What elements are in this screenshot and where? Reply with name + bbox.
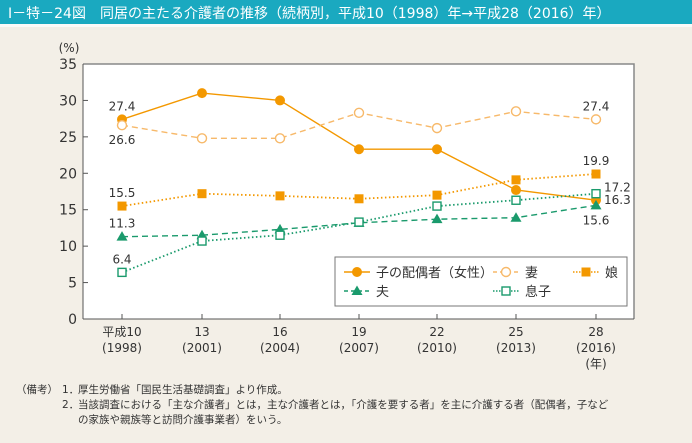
data-point-husband — [431, 213, 443, 224]
x-tick-year-label: (2001) — [182, 341, 222, 355]
x-tick-label: 平成10 — [102, 325, 141, 339]
x-tick-label: 16 — [272, 325, 287, 339]
x-tick-year-label: (2010) — [417, 341, 457, 355]
data-label-husband: 11.3 — [109, 217, 136, 231]
data-label-spouse_of_child: 16.3 — [604, 193, 631, 207]
figure-title-bar: Ⅰ－特－24図 同居の主たる介護者の推移（続柄別，平成10（1998）年→平成2… — [0, 0, 692, 24]
footnote-text: の家族や親族等と訪問介護事業者）をいう。 — [78, 414, 288, 426]
data-point-husband — [590, 199, 602, 210]
legend-item-husband: 夫 — [344, 285, 389, 300]
legend-label: 妻 — [525, 266, 538, 281]
x-tick-year-label: (2004) — [260, 341, 300, 355]
data-label-daughter: 15.5 — [109, 186, 136, 200]
footnote-number: 2． — [62, 399, 80, 411]
legend-label: 夫 — [376, 285, 389, 300]
data-point-husband — [116, 231, 128, 241]
data-point-spouse_of_child — [197, 88, 207, 99]
legend: 子の配偶者（女性） 妻 娘夫 息子 — [334, 256, 628, 307]
y-tick-label: 5 — [68, 276, 77, 292]
data-label-wife: 27.4 — [583, 99, 610, 113]
footnote-text: 当該調査における「主な介護者」とは，主な介護者とは，「介護を要する者」を主に介護… — [78, 399, 609, 411]
x-tick-label: 28 — [588, 325, 603, 339]
x-tick-label: 25 — [508, 325, 523, 339]
title-underline — [0, 24, 692, 27]
legend-swatch-marker — [352, 267, 362, 277]
data-point-husband — [510, 212, 522, 222]
x-tick-year-label: (2016) — [576, 341, 616, 355]
data-point-spouse_of_child — [511, 185, 521, 196]
figure-title: Ⅰ－特－24図 同居の主たる介護者の推移（続柄別，平成10（1998）年→平成2… — [8, 6, 611, 22]
data-point-daughter — [275, 191, 285, 201]
legend-label: 娘 — [605, 266, 618, 281]
data-point-son — [354, 217, 364, 227]
legend-swatch-marker — [581, 267, 591, 277]
data-point-son — [275, 230, 285, 240]
footnote-text: 厚生労働省「国民生活基礎調査」より作成。 — [78, 384, 288, 396]
footnote-lead: （備考） — [16, 384, 58, 396]
data-point-son — [511, 195, 521, 205]
data-label-daughter: 19.9 — [583, 154, 610, 168]
x-tick-year-label: (1998) — [102, 341, 142, 355]
legend-label: 息子 — [525, 284, 551, 300]
plot-frame — [83, 63, 635, 319]
x-axis-unit: (年) — [585, 357, 606, 371]
data-point-daughter — [117, 201, 127, 211]
line-chart: 0 5 10 15 20 25 30 35 (%) 平成10 (1998) 13 (2001) 16 (20… — [59, 41, 635, 371]
data-point-wife — [590, 114, 602, 125]
series-markers-son — [117, 188, 601, 278]
data-label-wife: 26.6 — [109, 133, 136, 147]
x-tick-label: 13 — [194, 325, 209, 339]
y-axis-unit: (%) — [59, 41, 80, 55]
legend-item-son: 息子 — [493, 284, 551, 300]
data-point-wife — [116, 119, 128, 131]
data-point-wife — [196, 133, 208, 144]
x-tick-year-label: (2013) — [496, 341, 536, 355]
legend-box — [334, 256, 628, 307]
legend-item-wife: 妻 — [493, 266, 538, 281]
data-point-son — [432, 201, 442, 211]
data-point-daughter — [432, 190, 442, 200]
y-tick-label: 35 — [59, 57, 77, 73]
data-point-son — [197, 236, 207, 246]
y-tick-label: 30 — [59, 93, 77, 109]
legend-item-daughter: 娘 — [573, 266, 618, 281]
data-point-wife — [274, 133, 286, 144]
data-point-spouse_of_child — [354, 144, 364, 155]
data-point-wife — [431, 122, 443, 134]
y-tick-label: 25 — [59, 130, 77, 146]
data-point-son — [117, 267, 127, 278]
legend-label: 子の配偶者（女性） — [376, 265, 493, 281]
legend-swatch-marker — [351, 285, 363, 295]
footnote-number: 1． — [62, 384, 80, 396]
data-point-wife — [353, 107, 365, 119]
data-point-daughter — [197, 189, 207, 199]
data-point-daughter — [511, 175, 521, 185]
x-tick-label: 22 — [429, 325, 444, 339]
data-point-son — [591, 188, 601, 199]
data-label-husband: 15.6 — [583, 213, 610, 227]
data-point-spouse_of_child — [275, 95, 285, 106]
data-label-son: 17.2 — [604, 181, 631, 195]
legend-swatch-marker — [500, 266, 512, 278]
series-markers-wife — [116, 106, 602, 144]
legend-swatch-marker — [501, 286, 511, 296]
y-tick-label: 10 — [59, 239, 77, 255]
data-point-daughter — [354, 194, 364, 204]
data-point-spouse_of_child — [432, 144, 442, 155]
y-tick-label: 20 — [59, 166, 77, 182]
data-point-daughter — [591, 169, 601, 179]
data-label-spouse_of_child: 27.4 — [109, 99, 136, 113]
series-markers-daughter — [117, 169, 601, 211]
x-tick-label: 19 — [351, 325, 366, 339]
legend-item-spouse_of_child: 子の配偶者（女性） — [344, 265, 493, 281]
data-label-son: 6.4 — [112, 252, 131, 266]
data-point-wife — [510, 106, 522, 117]
x-tick-year-label: (2007) — [339, 341, 379, 355]
y-tick-label: 0 — [68, 312, 77, 328]
y-tick-label: 15 — [59, 203, 77, 219]
